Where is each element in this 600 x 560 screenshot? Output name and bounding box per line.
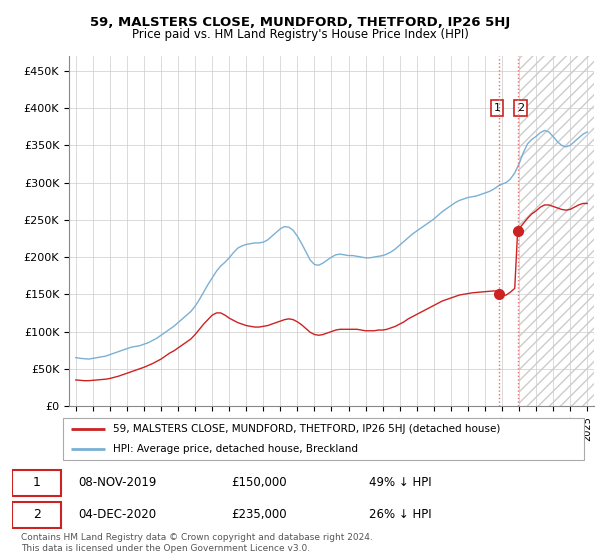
Text: 59, MALSTERS CLOSE, MUNDFORD, THETFORD, IP26 5HJ (detached house): 59, MALSTERS CLOSE, MUNDFORD, THETFORD, …: [113, 424, 500, 434]
Text: 08-NOV-2019: 08-NOV-2019: [78, 475, 157, 489]
FancyBboxPatch shape: [12, 502, 61, 528]
Text: HPI: Average price, detached house, Breckland: HPI: Average price, detached house, Brec…: [113, 444, 358, 454]
Text: 2: 2: [517, 103, 524, 113]
Text: Contains HM Land Registry data © Crown copyright and database right 2024.
This d: Contains HM Land Registry data © Crown c…: [21, 533, 373, 553]
Bar: [519, 56, 594, 406]
FancyBboxPatch shape: [62, 418, 584, 460]
Text: 2: 2: [33, 508, 41, 521]
Text: 1: 1: [33, 475, 41, 489]
Text: 04-DEC-2020: 04-DEC-2020: [78, 508, 157, 521]
Text: 59, MALSTERS CLOSE, MUNDFORD, THETFORD, IP26 5HJ: 59, MALSTERS CLOSE, MUNDFORD, THETFORD, …: [90, 16, 510, 29]
Text: 49% ↓ HPI: 49% ↓ HPI: [369, 475, 432, 489]
Text: Price paid vs. HM Land Registry's House Price Index (HPI): Price paid vs. HM Land Registry's House …: [131, 28, 469, 41]
FancyBboxPatch shape: [12, 470, 61, 496]
Text: £150,000: £150,000: [231, 475, 287, 489]
Text: 1: 1: [493, 103, 500, 113]
Text: 26% ↓ HPI: 26% ↓ HPI: [369, 508, 432, 521]
Text: £235,000: £235,000: [231, 508, 287, 521]
